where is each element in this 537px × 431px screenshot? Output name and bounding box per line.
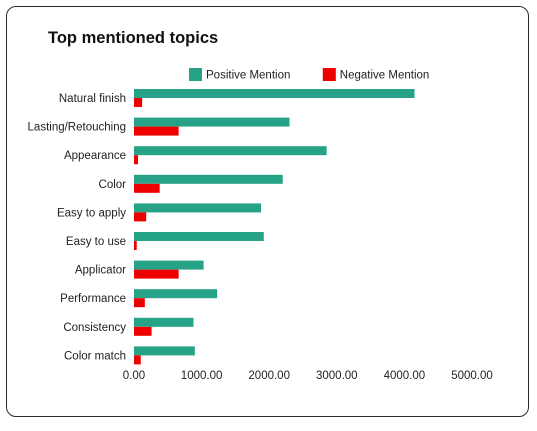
x-tick-label: 0.00	[123, 370, 145, 382]
category-label: Color match	[64, 350, 126, 362]
negative-bar	[134, 155, 139, 165]
x-tick-label: 2000.00	[248, 370, 290, 382]
negative-bar	[134, 98, 143, 107]
negative-bar	[134, 298, 145, 308]
category-label: Easy to apply	[57, 207, 126, 219]
category-label: Lasting/Retouching	[28, 122, 126, 134]
chart-card	[6, 6, 529, 417]
negative-bar	[134, 269, 179, 279]
x-tick-label: 1000.00	[181, 370, 223, 382]
positive-bar	[134, 317, 194, 327]
legend-swatch-1	[322, 68, 336, 81]
category-label: Performance	[60, 293, 126, 305]
category-label: Natural finish	[59, 93, 126, 105]
x-tick-label: 5000.00	[451, 370, 493, 382]
positive-bar	[134, 89, 415, 98]
category-label: Appearance	[64, 150, 126, 162]
negative-bar	[134, 326, 152, 336]
category-label: Applicator	[75, 265, 126, 277]
positive-bar	[134, 346, 195, 356]
positive-bar	[134, 174, 283, 184]
positive-bar	[134, 146, 327, 156]
positive-bar	[134, 289, 218, 299]
legend-swatch-0	[189, 68, 202, 81]
positive-bar	[134, 260, 204, 270]
x-tick-label: 4000.00	[384, 370, 426, 382]
category-label: Easy to use	[66, 236, 126, 248]
legend-label-1: Negative Mention	[340, 70, 430, 82]
x-tick-label: 3000.00	[316, 370, 358, 382]
negative-bar	[134, 355, 141, 365]
legend-label-0: Positive Mention	[206, 70, 290, 82]
category-label: Consistency	[63, 322, 126, 334]
negative-bar	[134, 212, 147, 222]
negative-bar	[134, 241, 137, 250]
chart-title: Top mentioned topics	[48, 29, 219, 47]
positive-bar	[134, 232, 264, 241]
negative-bar	[134, 183, 160, 193]
negative-bar	[134, 126, 179, 136]
positive-bar	[134, 203, 262, 213]
positive-bar	[134, 117, 290, 127]
category-label: Color	[99, 179, 127, 191]
